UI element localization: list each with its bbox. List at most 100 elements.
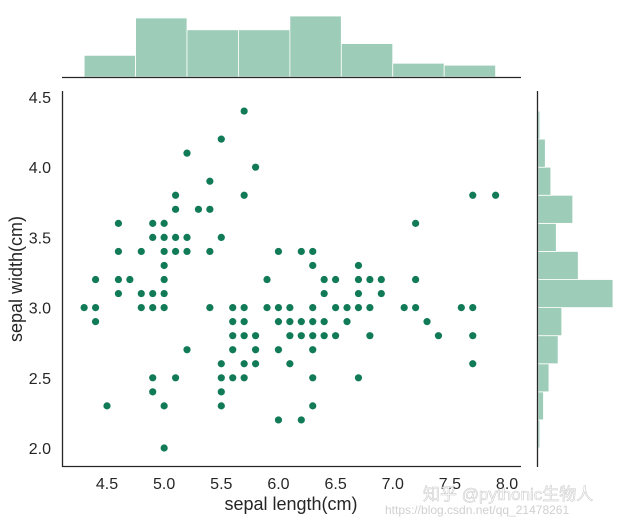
data-point	[206, 205, 214, 213]
data-point	[91, 304, 100, 312]
data-point	[229, 304, 237, 312]
data-point	[286, 318, 294, 326]
x-tick-label: 4.5	[96, 476, 118, 493]
data-point	[171, 233, 180, 241]
x-hist-bar	[289, 15, 342, 78]
y-tick-label: 4.5	[29, 90, 51, 107]
data-point	[217, 374, 225, 382]
x-tick-label: 7.0	[382, 476, 404, 493]
data-point	[320, 332, 328, 340]
data-point	[183, 247, 191, 256]
data-point	[343, 318, 351, 326]
y-tick-label: 2.5	[29, 371, 51, 388]
data-point	[171, 374, 180, 382]
data-point	[309, 247, 317, 256]
x-hist-bar	[238, 29, 291, 78]
data-point	[251, 332, 260, 340]
data-point	[240, 318, 248, 326]
data-point	[286, 304, 294, 312]
data-point	[263, 304, 271, 312]
data-point	[137, 289, 145, 298]
data-point	[103, 402, 111, 410]
data-point	[149, 289, 157, 298]
data-point	[229, 332, 237, 340]
data-point	[149, 304, 157, 312]
data-point	[309, 332, 317, 340]
data-point	[91, 318, 100, 326]
y-tick-label: 2.0	[29, 441, 51, 458]
data-point	[492, 191, 500, 199]
data-point	[309, 374, 317, 382]
data-point	[240, 304, 248, 312]
x-hist-bar	[443, 64, 497, 78]
data-point	[309, 346, 317, 354]
data-point	[366, 304, 374, 312]
y-axis-label: sepal width(cm)	[6, 216, 26, 342]
x-hist-bar	[392, 62, 445, 78]
data-point	[332, 275, 340, 284]
data-point	[160, 233, 168, 241]
data-point	[434, 332, 443, 340]
x-hist-bar	[135, 17, 188, 78]
data-point	[309, 318, 317, 326]
data-point	[286, 360, 294, 368]
data-point	[240, 360, 248, 368]
data-point	[251, 163, 260, 171]
data-point	[183, 233, 191, 241]
y-tick-label: 3.5	[29, 230, 51, 247]
x-hist-bar	[340, 43, 394, 78]
x-axis-ticks: 4.5 5.0 5.5 6.0 6.5 7.0 7.5 8.0	[96, 476, 518, 493]
data-point	[240, 107, 248, 115]
data-point	[217, 388, 225, 396]
data-point	[160, 275, 168, 284]
x-tick-label: 7.5	[439, 476, 461, 493]
watermark-text: 知乎 @pythonic生物人	[423, 485, 593, 504]
data-point	[126, 275, 134, 284]
data-point	[229, 346, 237, 354]
data-point	[114, 289, 123, 298]
data-point	[469, 191, 477, 199]
data-point	[206, 304, 214, 312]
data-point	[332, 304, 340, 312]
data-point	[297, 247, 305, 256]
x-tick-label: 8.0	[496, 476, 518, 493]
data-point	[297, 332, 305, 340]
x-hist-bar	[83, 54, 136, 78]
y-hist-bar	[537, 110, 541, 140]
data-point	[149, 388, 157, 396]
data-point	[263, 275, 271, 284]
data-point	[206, 177, 214, 185]
data-point	[412, 219, 420, 227]
data-point	[183, 149, 191, 157]
data-point	[320, 318, 328, 326]
data-point	[171, 247, 180, 256]
data-point	[160, 444, 168, 452]
data-point	[194, 205, 203, 213]
data-point	[217, 402, 225, 410]
y-hist-bar	[537, 335, 559, 365]
data-point	[160, 261, 168, 270]
data-point	[91, 275, 100, 284]
data-point	[469, 304, 477, 312]
data-point	[229, 374, 237, 382]
data-point	[274, 247, 283, 256]
data-point	[206, 247, 214, 256]
y-hist-bar	[537, 419, 541, 449]
y-hist-bar	[537, 251, 579, 280]
y-hist-bar	[537, 391, 544, 421]
y-hist-bar	[537, 307, 563, 337]
x-tick-label: 5.0	[153, 476, 175, 493]
data-point	[423, 318, 431, 326]
data-point	[240, 332, 248, 340]
y-hist-bar	[537, 363, 550, 393]
x-marginal-histogram	[83, 15, 497, 78]
data-point	[149, 219, 157, 227]
data-point	[137, 304, 145, 312]
data-point	[309, 261, 317, 270]
data-point	[149, 233, 157, 241]
data-point	[297, 416, 305, 424]
data-point	[320, 275, 328, 284]
data-point	[309, 402, 317, 410]
data-point	[366, 332, 374, 340]
